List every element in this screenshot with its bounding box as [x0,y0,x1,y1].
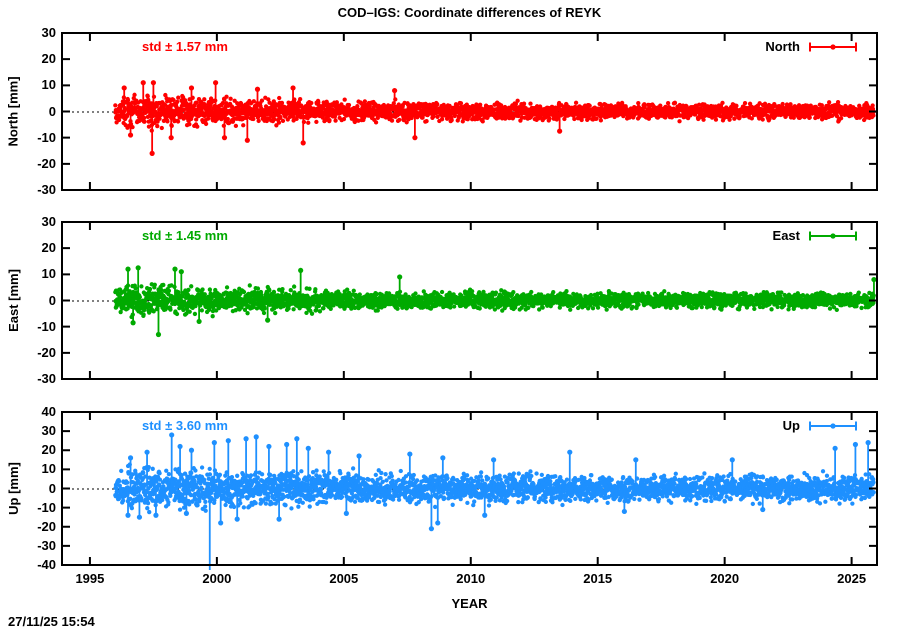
y-tick-label: -30 [37,371,56,386]
y-tick-label: 0 [48,480,56,496]
y-axis-label: North [mm] [5,76,21,147]
legend-label: Up [782,418,800,433]
x-tick-label: 2015 [583,571,613,586]
x-tick-label: 1995 [75,571,105,586]
x-tick-label: 2005 [329,571,359,586]
y-tick-label: -30 [37,182,56,197]
y-tick-label: -20 [37,155,56,171]
y-tick-label: 20 [41,51,56,67]
x-axis-label: YEAR [451,596,488,611]
x-tick-label: 2010 [456,571,486,586]
y-tick-label: 10 [41,77,56,93]
y-tick-label: 30 [41,214,56,229]
x-tick-label: 2025 [837,571,867,586]
y-tick-label: -10 [37,499,56,515]
legend-label: North [765,39,800,54]
y-tick-label: -20 [37,518,56,534]
y-tick-label: 20 [41,442,56,458]
y-tick-label: -10 [37,129,56,145]
chart-title: COD–IGS: Coordinate differences of REYK [337,5,602,20]
y-axis-label: Up [mm] [5,462,21,515]
y-tick-label: -40 [37,557,56,572]
std-annotation: std ± 3.60 mm [142,418,228,433]
y-tick-label: 40 [41,404,56,419]
y-tick-label: 10 [41,461,56,477]
y-tick-label: 30 [41,25,56,40]
y-tick-label: -10 [37,318,56,334]
y-tick-label: 30 [41,423,56,439]
std-annotation: std ± 1.57 mm [142,39,228,54]
x-tick-label: 2000 [202,571,232,586]
y-tick-label: 20 [41,240,56,256]
y-axis-label: East [mm] [5,269,21,332]
x-tick-label: 2020 [710,571,740,586]
y-tick-label: -30 [37,537,56,553]
y-tick-label: -20 [37,344,56,360]
y-tick-label: 0 [48,292,56,308]
y-tick-label: 0 [48,103,56,119]
plot-timestamp: 27/11/25 15:54 [8,614,95,629]
std-annotation: std ± 1.45 mm [142,228,228,243]
legend-label: East [772,228,800,243]
y-tick-label: 10 [41,266,56,282]
